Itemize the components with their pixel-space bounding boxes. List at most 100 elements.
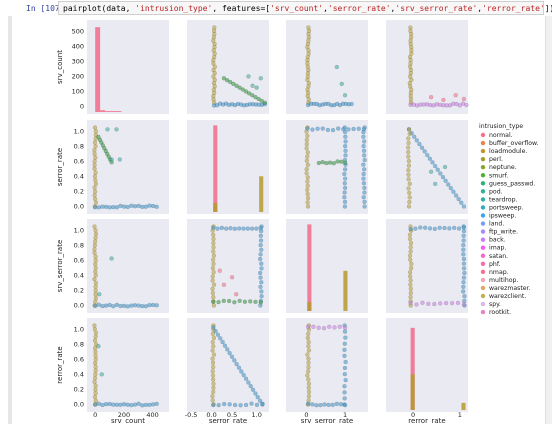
scatter-point — [362, 144, 366, 148]
scatter-point — [258, 271, 262, 275]
scatter-point — [129, 304, 133, 308]
scatter-point — [212, 353, 216, 357]
scatter-point — [93, 189, 97, 193]
scatter-point — [126, 403, 130, 407]
scatter-point — [326, 128, 330, 132]
legend-marker — [481, 189, 485, 193]
histogram-bar — [105, 111, 121, 112]
scatter-point — [242, 227, 246, 231]
panel-r3-c3 — [386, 318, 468, 412]
scatter-point — [251, 388, 255, 392]
scatter-point — [305, 373, 309, 377]
scatter-point — [311, 325, 315, 329]
x-tick-label: 0 — [93, 411, 97, 419]
scatter-point — [230, 355, 234, 359]
scatter-point — [407, 186, 411, 190]
scatter-point — [108, 402, 112, 406]
legend-marker — [481, 302, 485, 306]
scatter-point — [462, 225, 466, 229]
scatter-point — [211, 390, 215, 394]
scatter-point — [406, 150, 410, 154]
scatter-point — [462, 262, 466, 266]
scatter-point — [223, 344, 227, 348]
scatter-point — [147, 303, 151, 307]
x-tick-label: -0.5 — [185, 411, 198, 419]
scatter-point — [433, 164, 437, 168]
scatter-point — [111, 205, 115, 209]
scatter-point — [408, 274, 412, 278]
scatter-point — [343, 161, 347, 165]
scatter-point — [129, 403, 133, 407]
scatter-point — [211, 279, 215, 283]
scatter-point — [438, 301, 442, 305]
scatter-point — [332, 325, 336, 329]
scatter-point — [119, 304, 123, 308]
scatter-point — [423, 226, 427, 230]
scatter-point — [409, 241, 413, 245]
scatter-point — [418, 226, 422, 230]
scatter-point — [253, 391, 257, 395]
scatter-point — [93, 376, 97, 380]
legend-label: smurf. — [489, 172, 508, 179]
scatter-point — [343, 93, 347, 97]
scatter-point — [409, 227, 413, 231]
y-tick-label: 0.6 — [74, 157, 84, 165]
scatter-point — [243, 300, 247, 304]
histogram-bar — [307, 302, 311, 311]
scatter-point — [306, 369, 310, 373]
scatter-point — [93, 126, 97, 130]
scatter-point — [254, 227, 258, 231]
scatter-point — [94, 258, 98, 262]
legend-label: perl. — [489, 156, 503, 163]
scatter-point — [362, 127, 366, 131]
legend-label: land. — [489, 221, 504, 228]
scatter-point — [462, 234, 466, 238]
scatter-point — [408, 195, 412, 199]
scatter-point — [343, 396, 347, 400]
scatter-point — [307, 348, 311, 352]
scatter-point — [93, 270, 97, 274]
scatter-point — [407, 159, 411, 163]
scatter-point — [133, 303, 137, 307]
scatter-point — [211, 378, 215, 382]
scatter-point — [415, 302, 419, 306]
scatter-point — [406, 146, 410, 150]
scatter-point — [462, 271, 466, 275]
scatter-point — [140, 205, 144, 209]
scatter-point — [306, 332, 310, 336]
scatter-point — [305, 138, 309, 142]
legend-marker — [481, 310, 485, 314]
scatter-point — [211, 226, 215, 230]
panel-r3-c2 — [286, 318, 368, 412]
scatter-point — [237, 226, 241, 230]
scatter-point — [94, 354, 98, 358]
scatter-point — [412, 135, 416, 139]
legend-marker — [481, 141, 485, 145]
legend-marker — [481, 278, 485, 282]
scatter-point — [119, 403, 123, 407]
scatter-point — [335, 65, 339, 69]
scatter-point — [321, 160, 325, 164]
legend-marker — [481, 229, 485, 233]
y-tick-label: 0.2 — [74, 286, 84, 294]
scatter-point — [343, 372, 347, 376]
legend-marker — [481, 213, 485, 217]
scatter-point — [93, 167, 97, 171]
scatter-point — [211, 398, 215, 402]
scatter-point — [462, 97, 466, 101]
scatter-point — [92, 277, 96, 281]
scatter-point — [331, 128, 335, 132]
scatter-point — [344, 378, 348, 382]
scatter-point — [93, 243, 97, 247]
legend-label: portsweep. — [489, 204, 524, 211]
scatter-point — [94, 266, 98, 270]
scatter-point — [227, 299, 231, 303]
scatter-point — [144, 403, 148, 407]
scatter-point — [438, 171, 442, 175]
scatter-point — [211, 365, 215, 369]
scatter-point — [444, 179, 448, 183]
panel-r1-c2 — [286, 120, 368, 214]
scatter-point — [343, 204, 347, 208]
scatter-point — [110, 256, 114, 260]
scatter-point — [357, 127, 361, 131]
